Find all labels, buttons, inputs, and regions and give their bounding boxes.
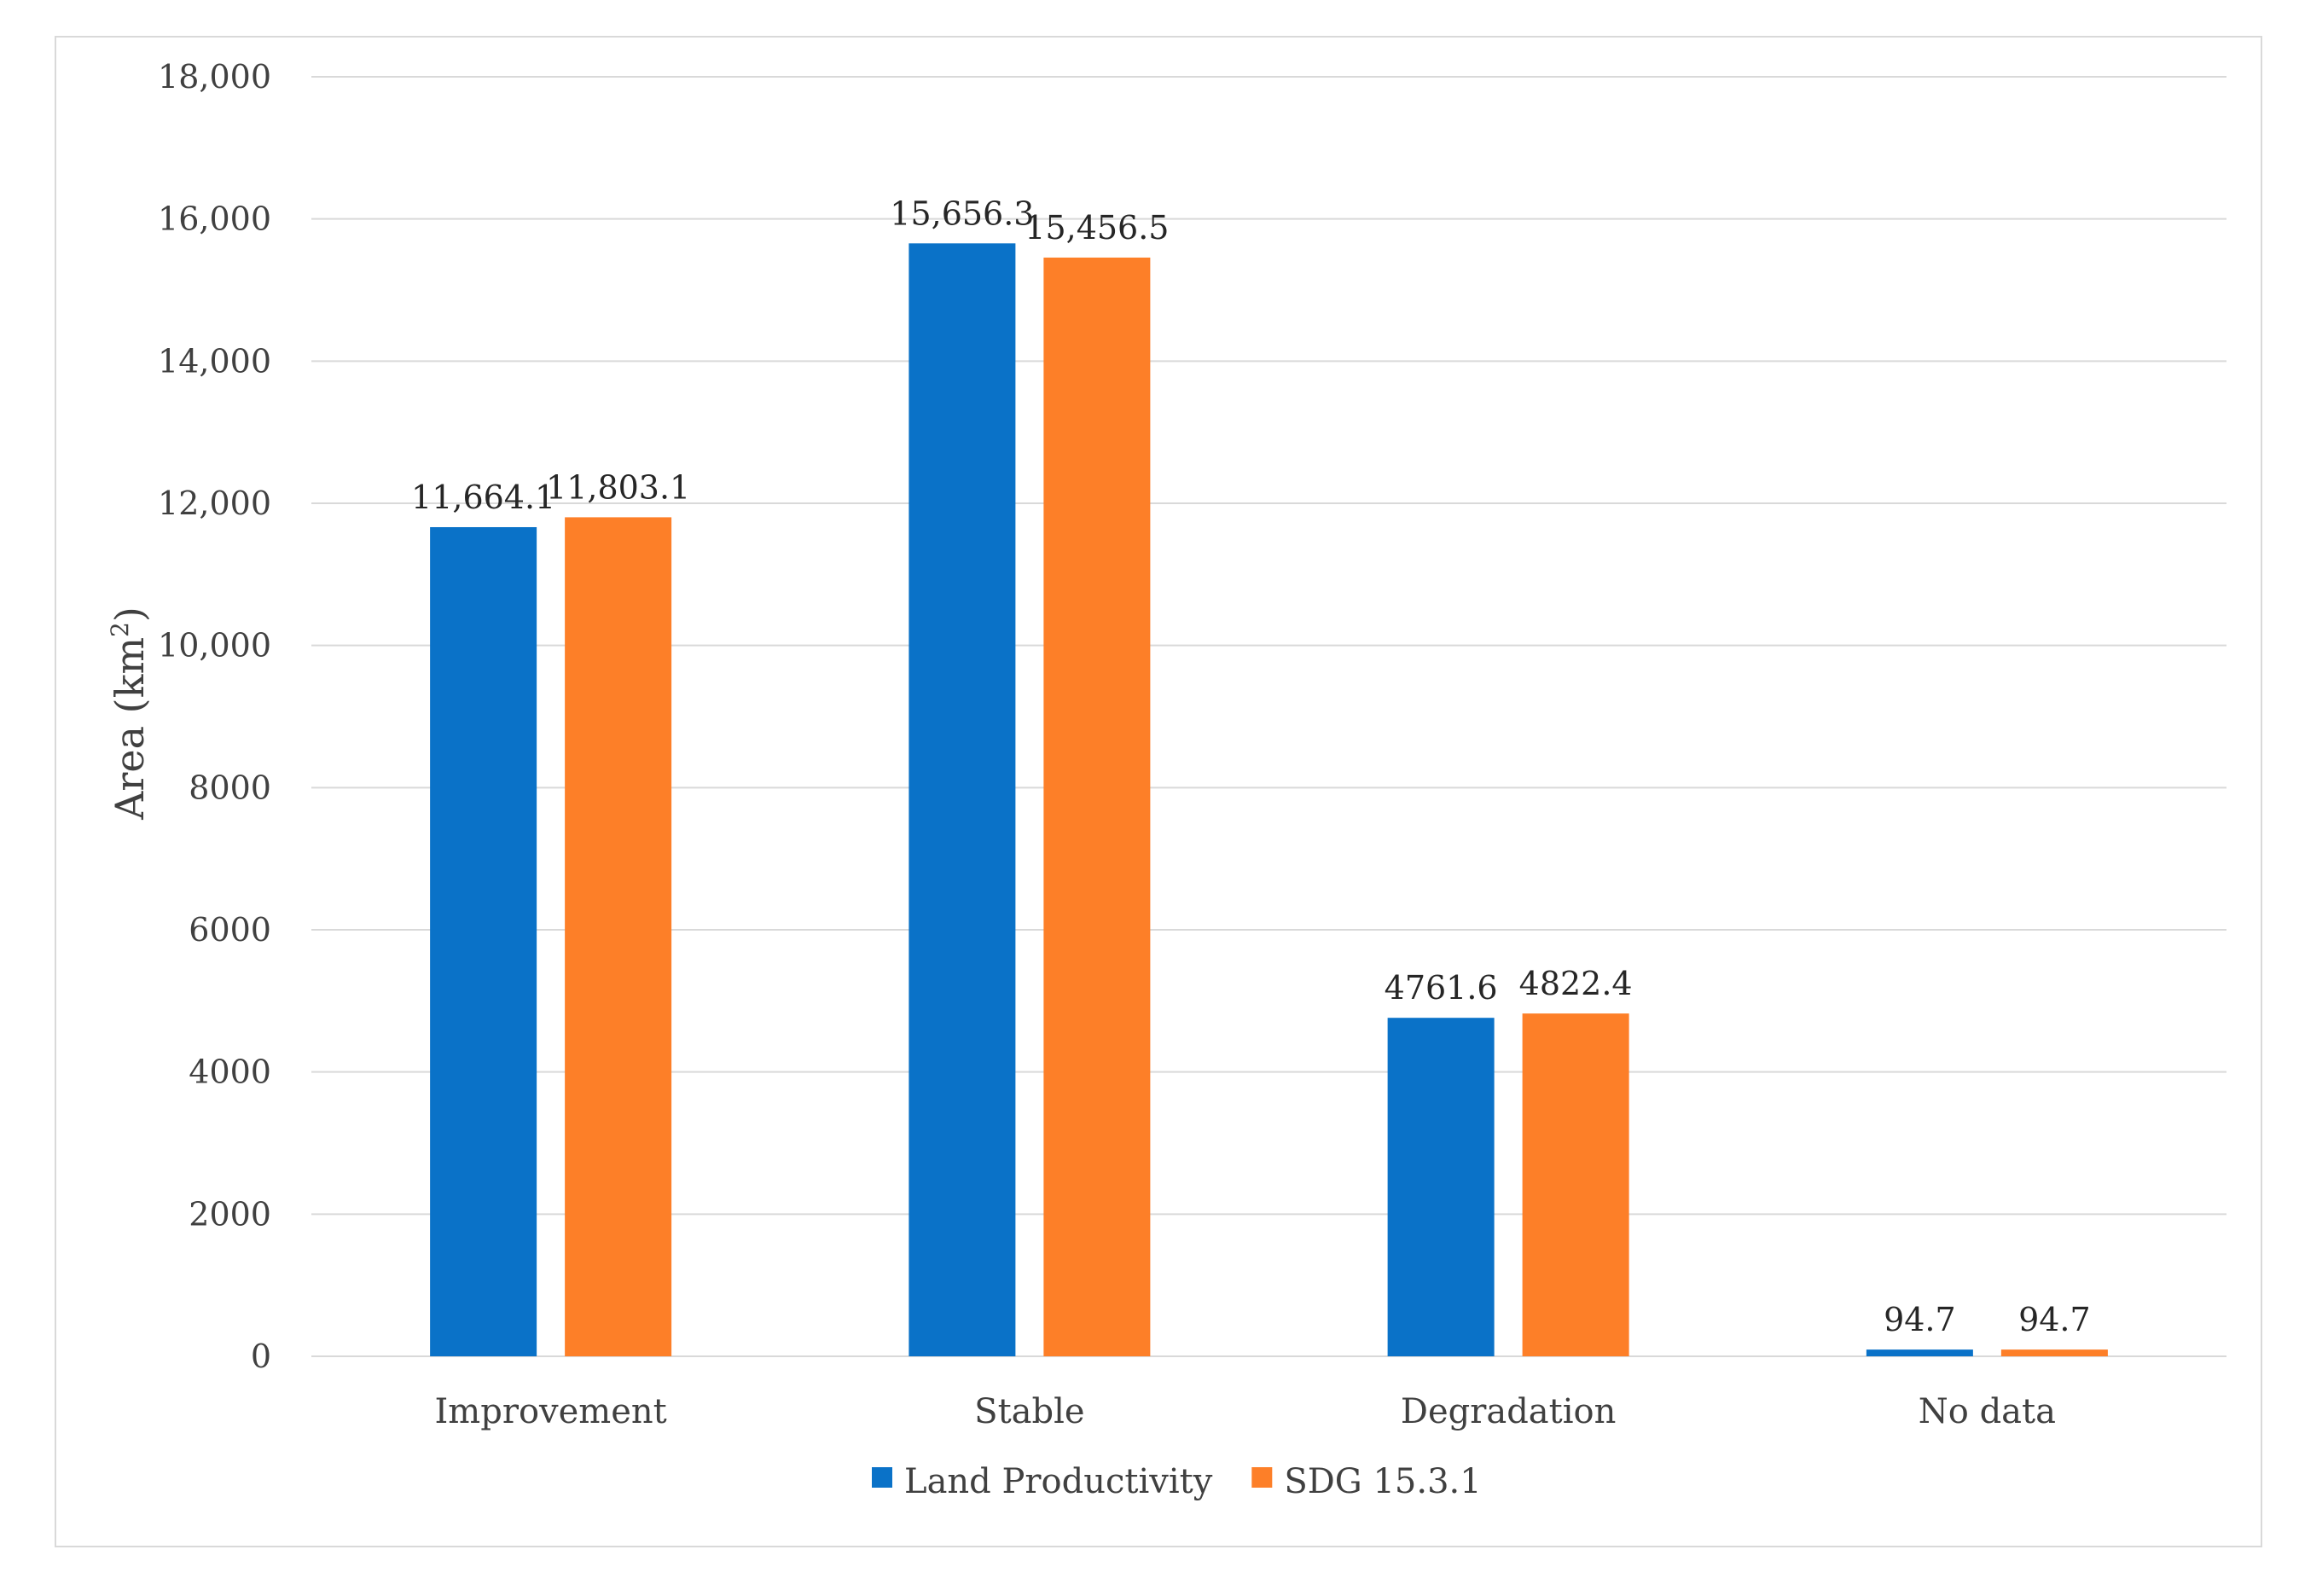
bar-land-productivity	[909, 243, 1016, 1356]
x-category-label: Degradation	[1401, 1392, 1616, 1431]
y-tick-label: 18,000	[158, 58, 271, 96]
data-label: 11,664.1	[411, 479, 555, 516]
legend-swatch	[872, 1467, 892, 1488]
y-axis-title-text: Area (km	[107, 637, 153, 821]
legend: Land Productivity SDG 15.3.1	[872, 1462, 1482, 1501]
data-label: 94.7	[1884, 1301, 1956, 1338]
x-axis-categories: Improvement Stable Degradation No data	[435, 1392, 2056, 1431]
y-tick-label: 0	[251, 1338, 271, 1375]
legend-swatch	[1251, 1467, 1273, 1488]
y-tick-label: 16,000	[158, 200, 271, 238]
chart-frame	[55, 36, 2262, 1547]
data-label: 94.7	[2018, 1301, 2091, 1338]
data-label: 4822.4	[1519, 965, 1633, 1002]
y-axis-title: Area (km2)	[106, 606, 153, 821]
y-tick-label: 4000	[189, 1053, 271, 1091]
x-category-label: Improvement	[435, 1392, 667, 1431]
y-tick-label: 2000	[189, 1195, 271, 1233]
bar-sdg-15-3-1	[565, 517, 672, 1356]
bars	[430, 243, 2108, 1356]
bar-land-productivity	[430, 526, 537, 1356]
bar-land-productivity	[1387, 1018, 1495, 1356]
legend-label: Land Productivity	[904, 1462, 1213, 1501]
data-label: 15,456.5	[1025, 209, 1169, 247]
legend-label: SDG 15.3.1	[1284, 1462, 1481, 1501]
x-category-label: Stable	[974, 1392, 1084, 1431]
data-labels: 11,664.111,803.1 15,656.315,456.5 4761.6 48…	[411, 194, 2091, 1338]
bar-sdg-15-3-1	[1522, 1013, 1629, 1356]
bar-sdg-15-3-1	[1043, 257, 1151, 1356]
data-label: 11,803.1	[546, 468, 690, 506]
bar-land-productivity	[1866, 1349, 1973, 1356]
y-axis-ticks: 0 2000 4000 6000 8000 10,000 12,000 14,000 16,00…	[158, 58, 271, 1375]
y-tick-label: 8000	[189, 769, 271, 806]
y-axis-title-superscript: 2	[106, 622, 134, 637]
y-tick-label: 6000	[189, 911, 271, 949]
bar-sdg-15-3-1	[2000, 1349, 2108, 1356]
y-tick-label: 14,000	[158, 342, 271, 380]
y-tick-label: 12,000	[158, 485, 271, 522]
x-category-label: No data	[1919, 1392, 2056, 1431]
data-label: 15,656.3	[890, 194, 1034, 232]
y-tick-label: 10,000	[158, 627, 271, 665]
y-axis-title-close: )	[107, 606, 153, 622]
data-label: 4761.6	[1385, 969, 1498, 1007]
